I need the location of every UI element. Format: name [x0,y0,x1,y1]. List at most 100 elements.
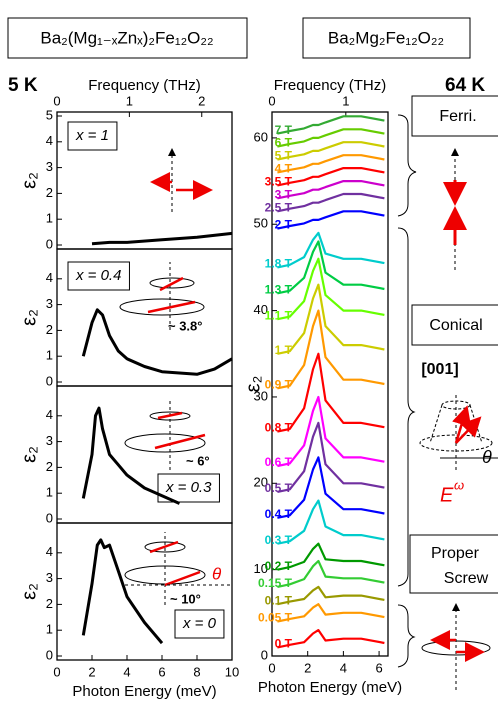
angle-label: θ [482,447,492,467]
brace [397,227,416,587]
data-line [81,538,164,645]
data-line [277,603,385,623]
series-label: 0.05 T [258,611,293,625]
direction-label: [001] [421,361,458,378]
series-label: 1 T [275,343,293,357]
y-tick-label: 3 [46,296,53,311]
x2-axis-label: Frequency (THz) [88,77,201,94]
series-label: 6 T [275,136,293,150]
phase-box [411,304,498,346]
series-label: 1.3 T [265,283,293,297]
y-tick-label: 30 [254,388,268,403]
y-tick-label: 60 [254,129,268,144]
phase-box [411,95,498,137]
phase-label: Proper [431,545,480,562]
x2-tick-label: 0 [53,93,60,108]
y-tick-label: 4 [46,133,53,148]
panel-label-box [174,609,225,639]
x-axis-label: Photon Energy (meV) [72,683,216,700]
data-line [277,257,385,321]
panel-label: x = 1 [75,127,109,144]
y-tick-label: 1 [46,485,53,500]
data-line [277,629,385,649]
y-axis-label: ε₂ [18,446,40,463]
series-label: 0.15 T [258,576,293,590]
x2-tick-label: 1 [126,93,133,108]
x-tick-label: 0 [53,664,60,679]
data-line [277,192,385,213]
series-label: 7 T [275,123,293,137]
y-tick-label: 1 [46,211,53,226]
panel-label: x = 0.3 [165,479,212,496]
x-tick-label: 4 [340,660,347,675]
data-line [277,352,385,433]
data-line [277,421,385,493]
series-label: 0.8 T [265,421,293,435]
cone [429,404,443,444]
data-line [81,308,233,376]
series-label: 0.5 T [265,481,293,495]
angle-label: ~ 3.8° [168,318,202,333]
panel-label: x = 0.4 [75,267,121,284]
series-label: 1.1 T [265,308,293,322]
header-right: Ba₂Mg₂Fe₁₂O₂₂ [328,28,444,47]
data-line [277,585,385,606]
data-line [277,154,385,174]
series-label: 2 T [275,218,293,232]
y-tick-label: 2 [46,322,53,337]
y-tick-label: 0 [46,510,53,525]
header-box [302,17,471,59]
y-tick-label: 2 [46,596,53,611]
panel-label-box [67,121,118,151]
y-tick-label: 50 [254,216,268,231]
y-tick-label: 3 [46,433,53,448]
y-tick-label: 1 [46,622,53,637]
y-tick-label: 2 [46,185,53,200]
y-tick-label: 5 [46,107,53,122]
series-label: 0.2 T [265,559,293,573]
y-tick-label: 40 [254,302,268,317]
phase-label: Conical [429,317,482,334]
y-tick-label: 4 [46,544,53,559]
y-tick-label: 3 [46,570,53,585]
data-line [277,141,385,161]
y-axis-label: ε₂ [242,376,264,393]
series-label: 4 T [275,162,293,176]
y-tick-label: 10 [254,561,268,576]
data-line [277,283,385,355]
panel-label: x = 0 [182,615,217,632]
y-tick-label: 0 [46,236,53,251]
y-tick-label: 1 [46,348,53,363]
data-line [277,115,385,135]
data-line [277,456,385,519]
series-label: 0.3 T [265,533,293,547]
angle-label: ~ 6° [186,453,210,468]
data-line [277,231,385,269]
spin-arrow [455,416,482,444]
series-label: 1.8 T [265,257,293,271]
data-line [277,128,385,148]
y-axis-label: ε₂ [18,583,40,600]
data-line [81,406,181,505]
header-box [7,17,248,59]
temperature: 64 K [445,75,485,96]
y-tick-label: 4 [46,270,53,285]
x2-tick-label: 1 [342,93,349,108]
series-label: 0.1 T [265,593,293,607]
spin-sketch [119,148,230,605]
data-line [277,180,385,200]
x-tick-label: 10 [225,664,239,679]
plot-frame [271,111,389,657]
brace [397,604,416,668]
data-line [277,167,385,187]
x-tick-label: 6 [158,664,165,679]
x-axis-label: Photon Energy (meV) [258,679,402,696]
y-tick-label: 0 [261,647,268,662]
x2-tick-label: 2 [198,93,205,108]
series-label: 2.5 T [265,200,293,214]
temperature: 5 K [8,75,38,96]
data-line [277,559,385,588]
plot-frame [56,522,233,661]
phase-label: Screw [444,570,489,587]
